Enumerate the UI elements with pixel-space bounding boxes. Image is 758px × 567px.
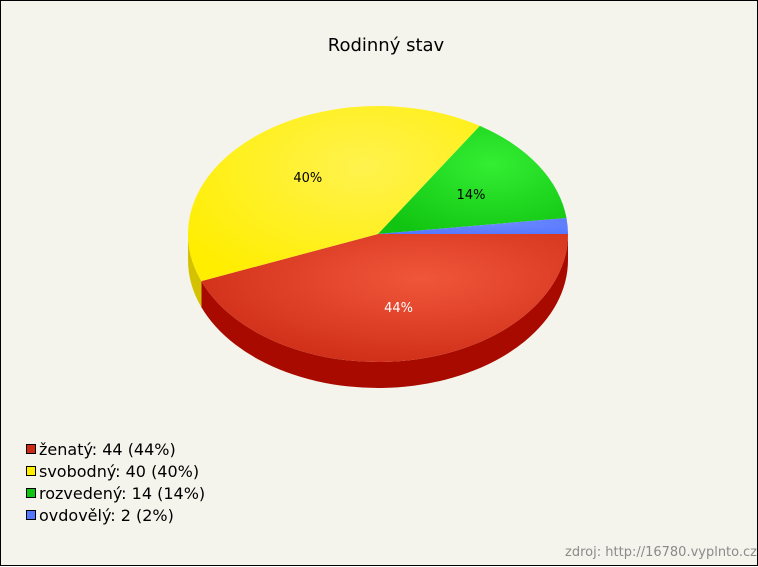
source-note: zdroj: http://16780.vyplnto.cz: [565, 545, 757, 560]
pie-side-svobodný: [188, 234, 202, 308]
legend-item: rozvedený: 14 (14%): [26, 482, 205, 504]
pie-depth: [188, 234, 568, 389]
pie-slice-rozvedený: [378, 125, 567, 234]
legend-label: ženatý: 44 (44%): [39, 439, 176, 459]
chart-title: Rodinný stav: [328, 35, 445, 56]
pie-slices: [188, 105, 569, 362]
pie-labels: 44% 40% 14%: [293, 171, 485, 316]
slice-percent-label: 14%: [457, 188, 486, 203]
legend-item: ovdovělý: 2 (2%): [26, 504, 205, 526]
legend: ženatý: 44 (44%) svobodný: 40 (40%) rozved…: [26, 438, 205, 526]
legend-label: svobodný: 40 (40%): [39, 461, 200, 481]
legend-swatch: [26, 488, 36, 498]
pie-slice-ženatý: [201, 234, 568, 362]
slice-percent-label: 44%: [384, 301, 413, 316]
pie-slice-ovdovělý: [378, 217, 569, 234]
legend-swatch: [26, 510, 36, 520]
legend-item: ženatý: 44 (44%): [26, 438, 205, 460]
slice-percent-label: 40%: [293, 171, 322, 186]
legend-swatch: [26, 444, 36, 454]
pie-side-ženatý: [201, 234, 568, 389]
legend-label: rozvedený: 14 (14%): [39, 483, 206, 503]
pie-slice-svobodný: [188, 105, 480, 282]
legend-item: svobodný: 40 (40%): [26, 460, 205, 482]
legend-swatch: [26, 466, 36, 476]
legend-label: ovdovělý: 2 (2%): [39, 505, 174, 525]
